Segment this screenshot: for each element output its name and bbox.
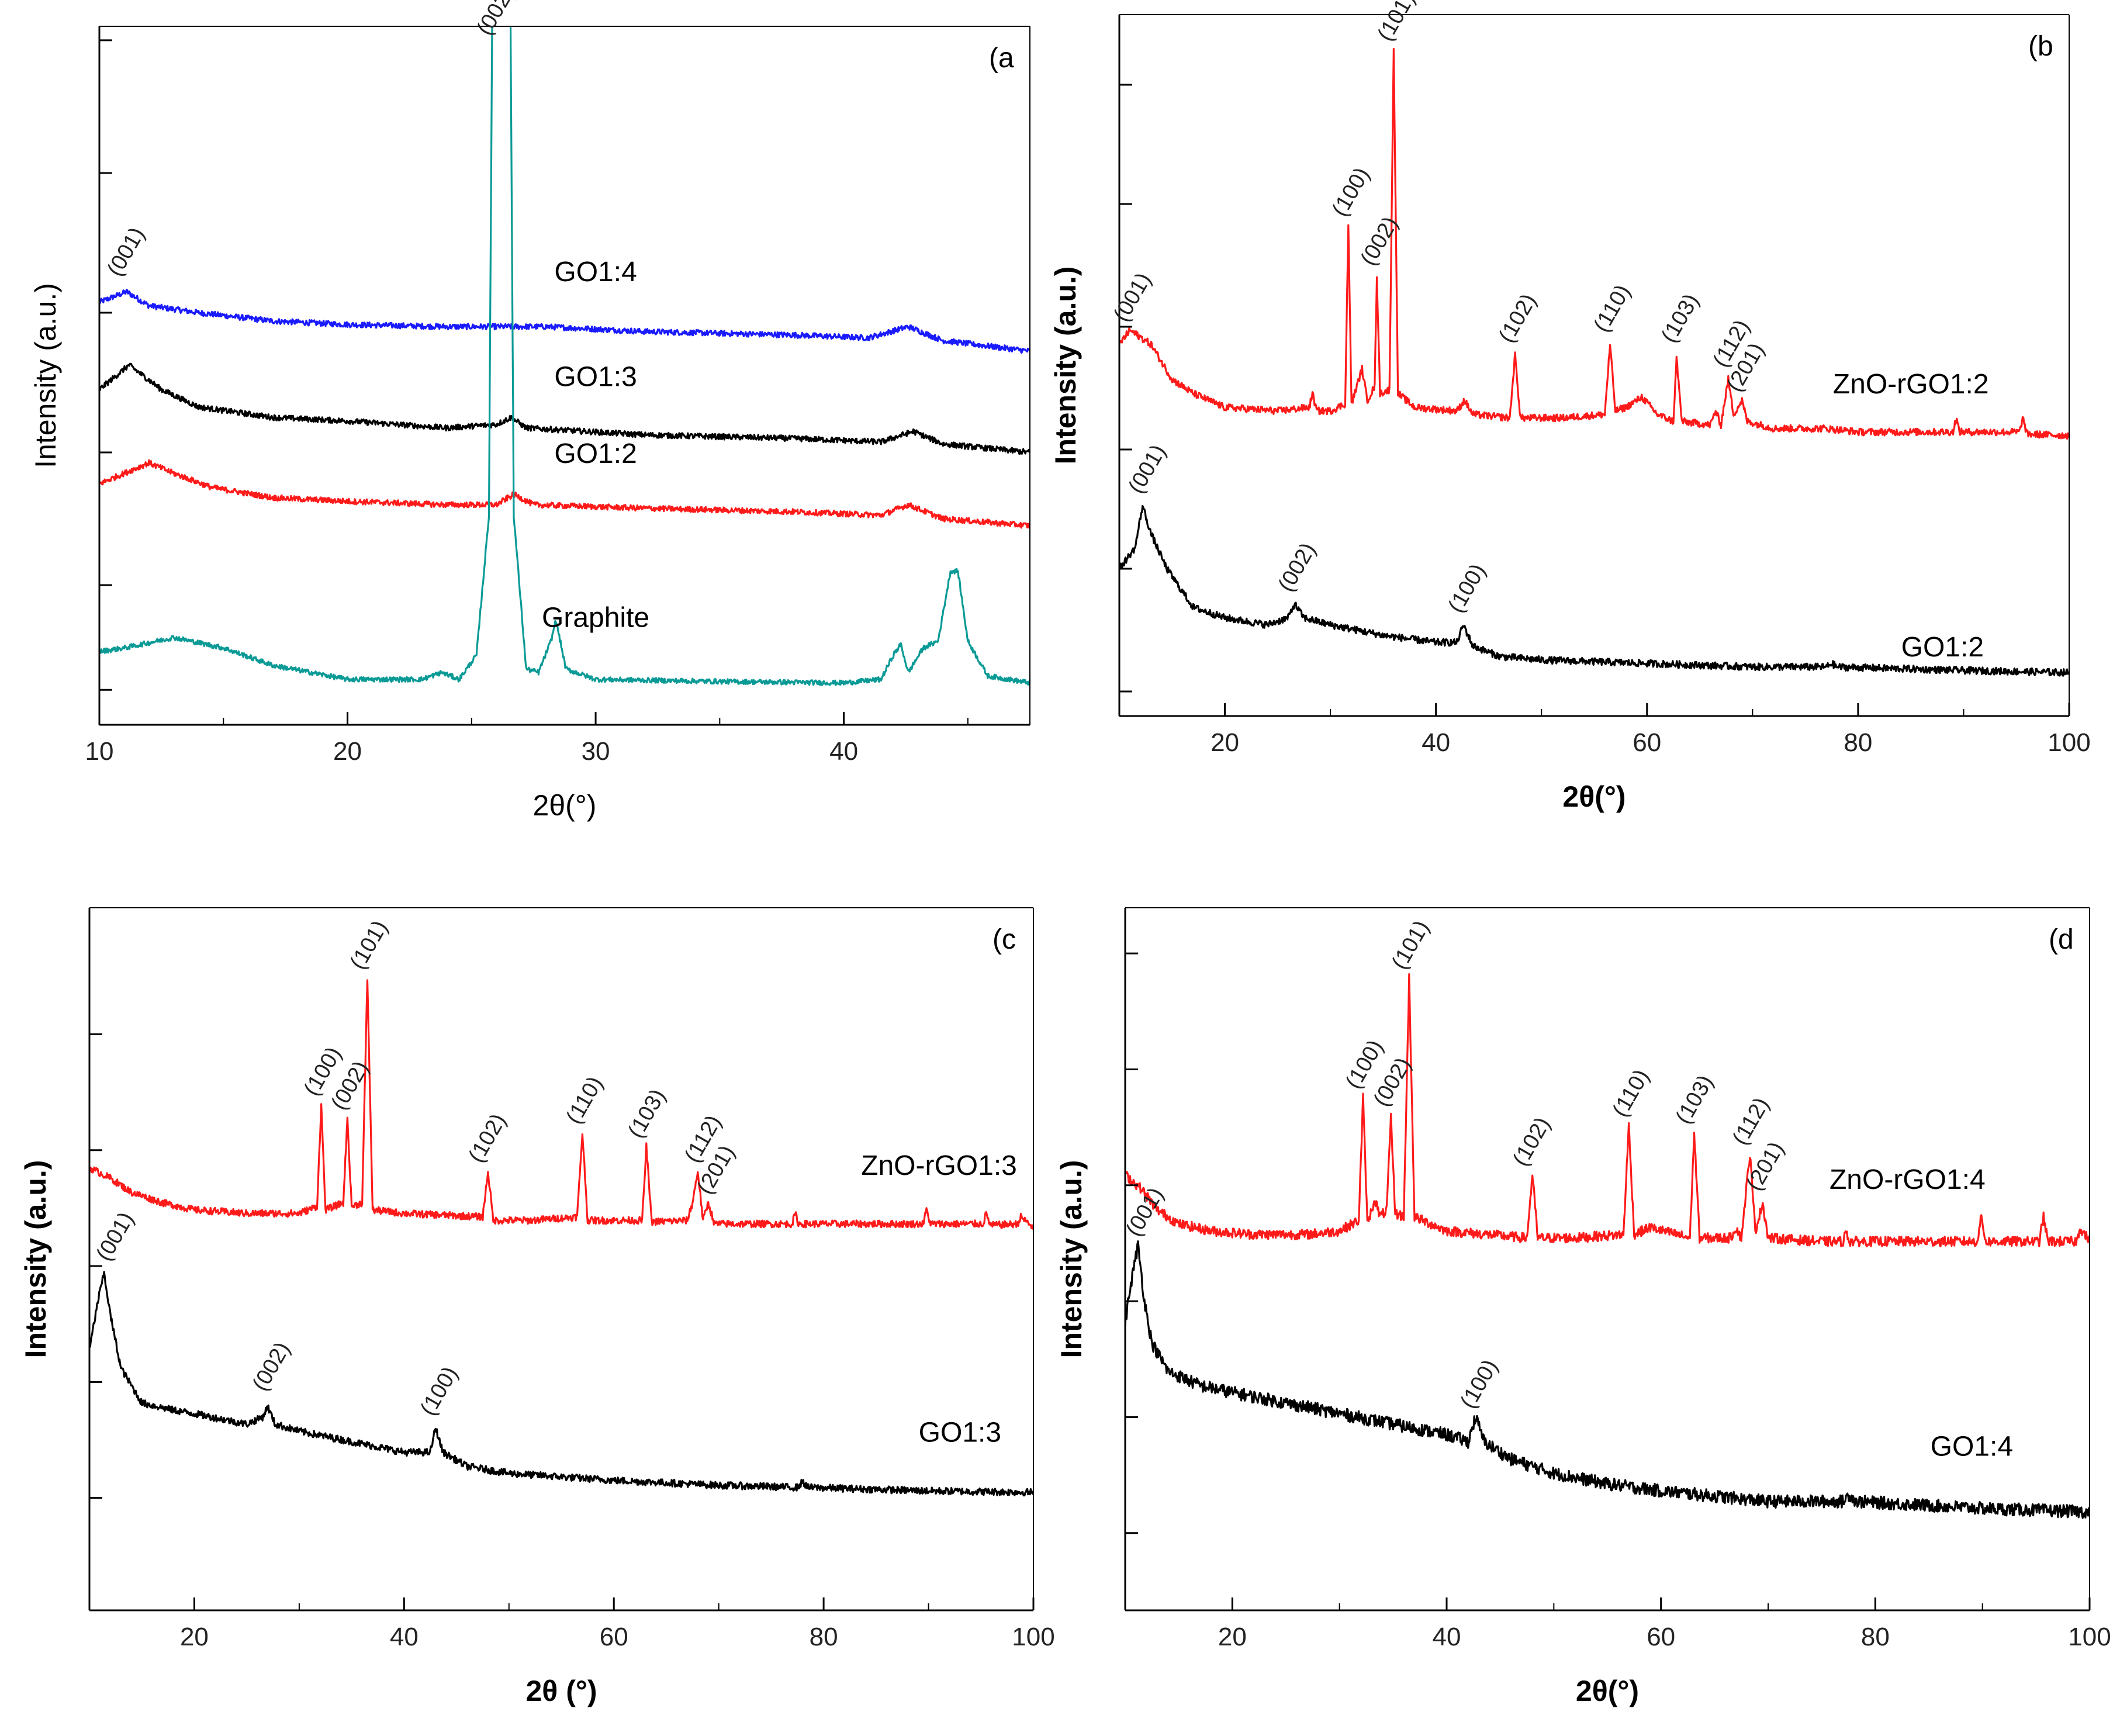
y-axis-title: Intensity (a.u.) — [1055, 1160, 1088, 1358]
series-name-label: ZnO-rGO1:2 — [1833, 369, 1989, 400]
series-line-go1-3 — [89, 1271, 1033, 1497]
series-line-zno-rgo1-2 — [1119, 48, 2069, 440]
y-axis-title: Intensity (a.u.) — [19, 1160, 52, 1358]
x-tick-label: 80 — [1861, 1623, 1890, 1651]
x-tick-label: 40 — [1422, 728, 1450, 757]
y-axis-title: Intensity (a.u.) — [1049, 267, 1082, 465]
series-name-label: GO1:4 — [554, 257, 637, 288]
series-name-label: GO1:2 — [1901, 632, 1984, 663]
series-line-zno-rgo1-4 — [1125, 973, 2090, 1247]
panel-label: (b — [2028, 31, 2053, 62]
series-name-label: GO1:3 — [919, 1417, 1001, 1448]
series-line-go1-3 — [99, 362, 1030, 455]
x-axis-title: 2θ(°) — [533, 789, 597, 822]
x-tick-label: 100 — [1012, 1623, 1054, 1651]
series-name-label: ZnO-rGO1:3 — [861, 1150, 1017, 1181]
x-tick-label: 40 — [1433, 1623, 1461, 1651]
x-tick-label: 20 — [1218, 1623, 1247, 1651]
x-axis-title: 2θ(°) — [1576, 1675, 1639, 1707]
x-tick-label: 40 — [829, 737, 858, 766]
panel-label: (c — [992, 924, 1016, 955]
x-axis-title: 2θ(°) — [1562, 780, 1626, 813]
panel-a: 10 20 30 40 2θ(°) Intensity (a.u.) (a GO1:4 GO1:… — [29, 0, 1030, 822]
x-tick-label: 60 — [600, 1623, 628, 1651]
series-line-go1-2 — [99, 459, 1030, 529]
series-name-label: Graphite — [542, 603, 649, 634]
x-axis-title: 2θ (°) — [525, 1675, 597, 1707]
x-tick-label: 60 — [1633, 728, 1661, 757]
x-tick-label: 100 — [2068, 1623, 2111, 1651]
x-tick-label: 30 — [582, 737, 610, 766]
series-name-label: GO1:4 — [1931, 1431, 2013, 1462]
series-line-zno-rgo1-3 — [89, 979, 1033, 1230]
x-tick-label: 100 — [2048, 728, 2090, 757]
x-tick-label: 20 — [180, 1623, 209, 1651]
series-line-go1-2 — [1119, 504, 2069, 677]
x-tick-label: 20 — [333, 737, 362, 766]
series-line-go1-4 — [1125, 1240, 2090, 1519]
x-tick-label: 20 — [1211, 728, 1239, 757]
x-tick-label: 10 — [85, 737, 114, 766]
x-tick-label: 80 — [1844, 728, 1872, 757]
series-name-label: GO1:3 — [554, 361, 637, 392]
series-name-label: GO1:2 — [554, 438, 637, 469]
x-tick-label: 80 — [810, 1623, 838, 1651]
x-tick-label: 60 — [1647, 1623, 1675, 1651]
y-axis-title: Intensity (a.u.) — [29, 283, 62, 468]
panel-label: (a — [989, 43, 1014, 74]
series-line-go1-4 — [99, 288, 1030, 354]
panel-label: (d — [2049, 924, 2074, 955]
series-line-graphite — [99, 26, 1030, 686]
series-name-label: ZnO-rGO1:4 — [1830, 1164, 1986, 1195]
x-tick-label: 40 — [390, 1623, 419, 1651]
